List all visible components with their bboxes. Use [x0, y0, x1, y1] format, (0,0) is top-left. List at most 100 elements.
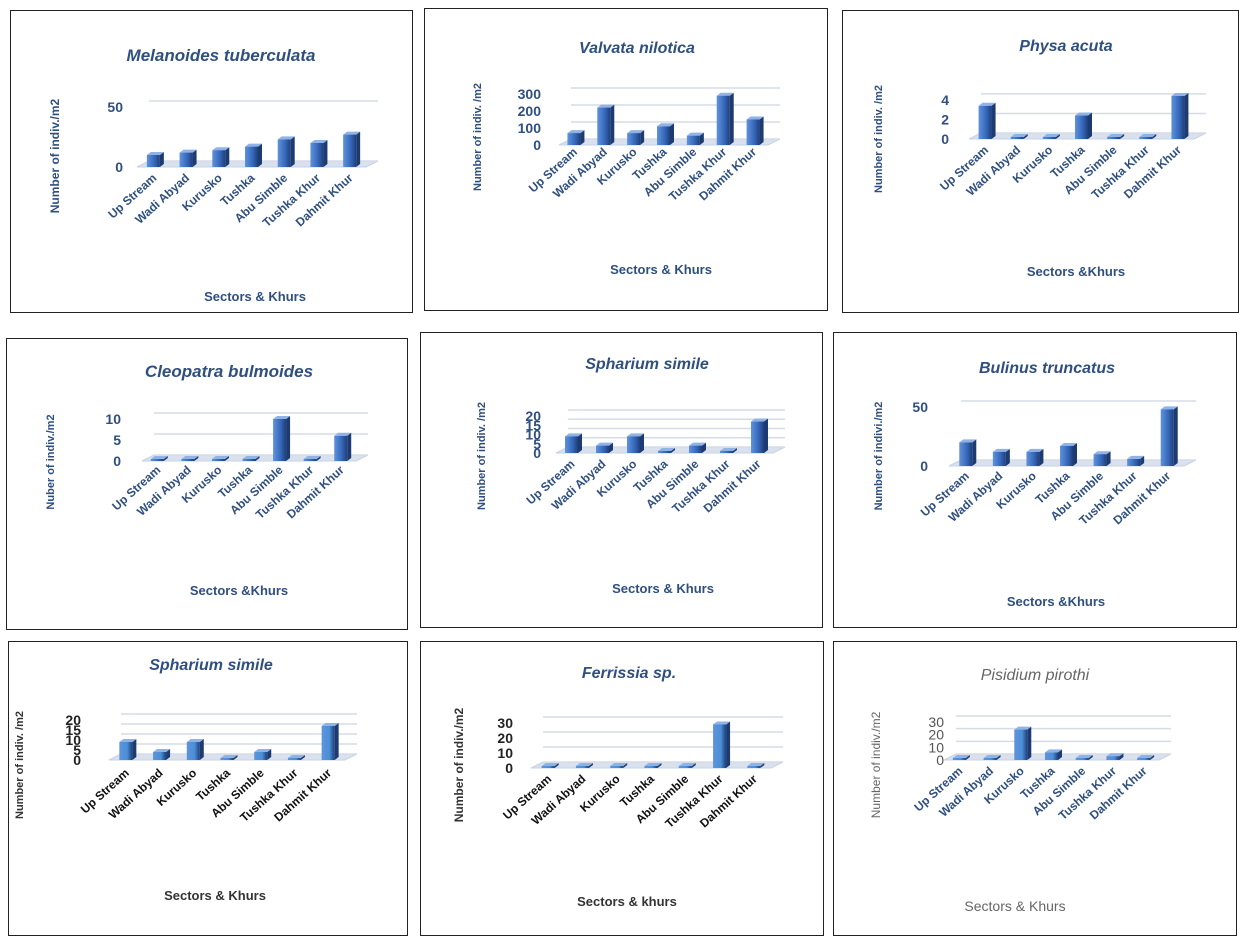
bar-up-stream: [952, 755, 970, 760]
y-axis-label: Number of indiv. /m2: [873, 85, 885, 193]
chart-panel-6: 0 50 Up Stream Wadi Abyad Kurusko Tushka Abu S…: [833, 332, 1237, 628]
bar-dahmit-khur: [751, 418, 768, 453]
chart-panel-4: 0 5 10 Up Stream Wadi Abyad Kurusko Tushka Abu …: [6, 338, 408, 630]
bar-abu-simble: [277, 136, 295, 167]
y-axis-label: Number of indiv. /m2: [14, 711, 26, 819]
bar-tushka-khur: [1127, 455, 1145, 466]
x-axis-label: Sectors & Khurs: [964, 898, 1065, 914]
chart-panel-7: 0 5 10 15 20 Up Stream Wadi Abyad Kurusko Tushka…: [8, 641, 408, 936]
y-tick-label: 100: [518, 120, 542, 136]
y-tick-label: 0: [533, 137, 541, 153]
bar-up-stream: [150, 456, 168, 461]
y-tick-label: 30: [497, 715, 513, 731]
bar-kurusko: [610, 763, 628, 768]
bar-tushka: [1075, 112, 1092, 139]
y-tick-label: 0: [533, 445, 541, 461]
x-axis-label: Sectors &Khurs: [1007, 594, 1105, 609]
chart-title: Pisidium pirothi: [981, 667, 1090, 684]
bar-wadi-abyad: [181, 456, 199, 461]
bar-abu-simble: [678, 763, 696, 768]
y-tick-label: 4: [941, 92, 949, 108]
bar-tushka: [644, 763, 662, 768]
y-axis-label: Number of indiv. /m2: [476, 402, 488, 510]
bar-tushka-khur: [1106, 753, 1124, 760]
chart-title: Spharium simile: [149, 657, 273, 674]
y-tick-label: 50: [912, 399, 928, 415]
y-axis-label: Nuber of indiv./m2: [45, 414, 57, 509]
bar-wadi-abyad: [983, 755, 1001, 760]
bar-dahmit-khur: [321, 723, 339, 760]
bar-wadi-abyad: [1010, 134, 1028, 139]
bar-up-stream: [146, 152, 164, 167]
bar-kurusko: [211, 456, 229, 461]
y-tick-label: 10: [65, 732, 81, 748]
chart-title: Physa acuta: [1019, 38, 1112, 55]
y-tick-label: 300: [518, 86, 542, 102]
y-tick-label: 0: [113, 453, 121, 469]
bar-abu-simble: [254, 749, 272, 760]
bar-up-stream: [119, 739, 137, 760]
chart-panel-8: 0 10 20 30 Up Stream Wadi Abyad Kurusko Tushka A…: [420, 641, 824, 936]
bar-abu-simble: [686, 132, 704, 145]
bar-dahmit-khur: [746, 116, 764, 145]
bar-wadi-abyad: [596, 442, 613, 453]
bar-kurusko: [1014, 726, 1032, 760]
bar-tushka-khur: [713, 721, 731, 768]
bar-tushka: [658, 448, 675, 453]
x-axis-label: Sectors &Khurs: [1027, 264, 1125, 279]
y-tick-label: 15: [525, 417, 541, 433]
y-tick-label: 0: [936, 752, 944, 768]
x-axis-label: Sectors & Khurs: [204, 289, 306, 304]
x-axis-label: Sectors & Khurs: [164, 888, 266, 903]
x-axis-label: Sectors &Khurs: [190, 583, 288, 598]
bar-tushka: [220, 755, 238, 760]
bar-up-stream: [567, 130, 585, 145]
bar-kurusko: [627, 433, 644, 453]
bar-wadi-abyad: [992, 448, 1010, 466]
x-axis-label: Sectors & khurs: [577, 894, 677, 909]
y-tick-label: 200: [518, 103, 542, 119]
y-tick-label: 2: [941, 111, 949, 127]
y-tick-label: 0: [73, 752, 81, 768]
bar-tushka: [245, 143, 262, 167]
y-axis-label: Number of indiv./m2: [452, 707, 466, 822]
bar-abu-simble: [1075, 755, 1093, 760]
y-tick-label: 0: [941, 131, 949, 147]
y-tick-label: 0: [505, 760, 513, 776]
y-tick-label: 20: [928, 727, 944, 743]
chart-title: Spharium simile: [585, 356, 709, 373]
bar-up-stream: [978, 102, 996, 139]
bar-up-stream: [565, 433, 582, 453]
bar-up-stream: [541, 763, 559, 768]
chart-title: Valvata nilotica: [579, 40, 695, 57]
chart-title: Bulinus truncatus: [979, 360, 1115, 377]
bar-tushka-khur: [720, 448, 737, 453]
y-tick-label: 5: [73, 742, 81, 758]
y-tick-label: 10: [928, 739, 944, 755]
chart-title: Ferrissia sp.: [582, 665, 676, 682]
bar-abu-simble: [689, 442, 706, 453]
bar-kurusko: [1042, 134, 1060, 139]
y-axis-label: Number of indiv./m2: [48, 98, 62, 213]
bar-dahmit-khur: [334, 432, 352, 461]
x-axis-label: Sectors & Khurs: [610, 262, 712, 277]
bar-dahmit-khur: [747, 763, 765, 768]
bar-wadi-abyad: [597, 104, 615, 145]
bar-abu-simble: [1093, 451, 1111, 466]
bar-dahmit-khur: [1160, 406, 1178, 466]
bar-tushka-khur: [310, 140, 328, 167]
bar-wadi-abyad: [179, 149, 197, 167]
x-tick-label: Dahmit Khur: [293, 171, 356, 230]
y-tick-label: 20: [525, 408, 541, 424]
x-axis-label: Sectors & Khurs: [612, 581, 714, 596]
bar-dahmit-khur: [1171, 93, 1189, 139]
y-tick-label: 20: [65, 712, 81, 728]
chart-panel-1: 0 50 Up Stream Wadi Abyad Kurusko Tushka Abu S…: [10, 10, 413, 313]
